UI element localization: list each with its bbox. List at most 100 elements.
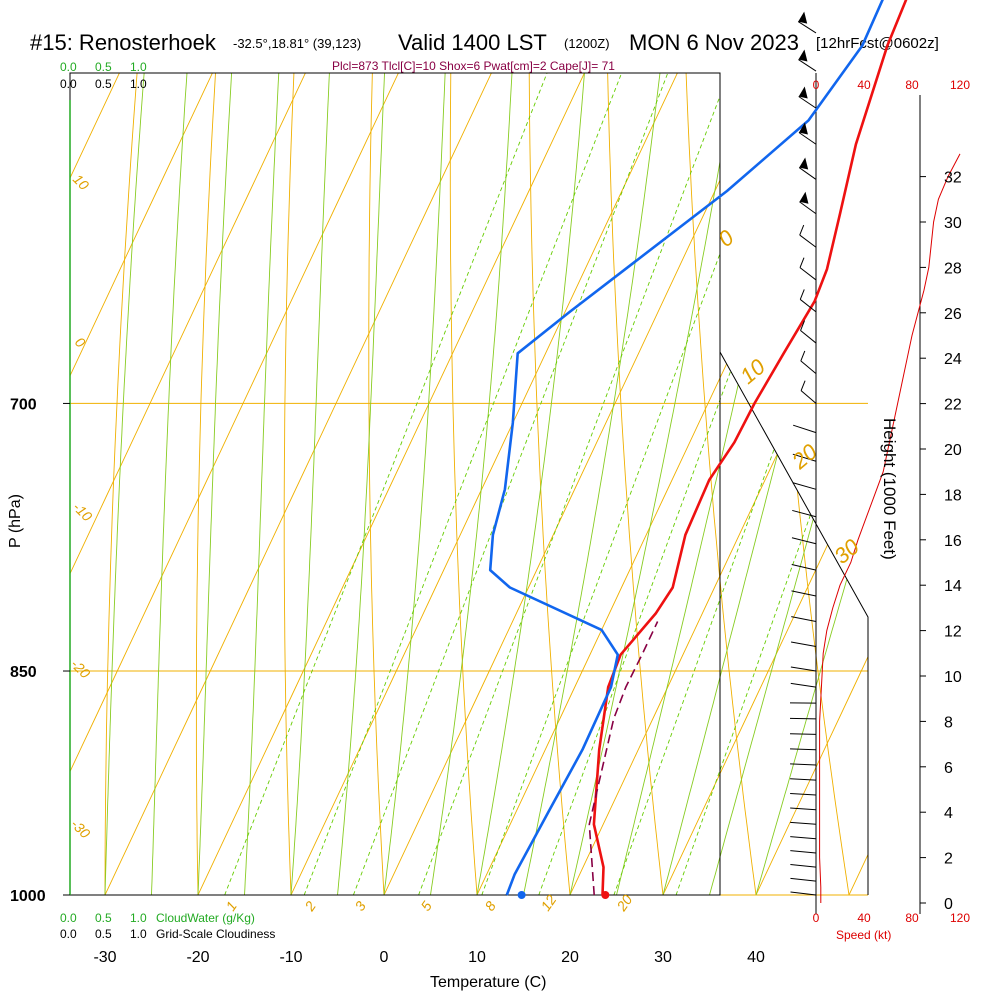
cloudiness-tick-top: 1.0 — [130, 77, 147, 91]
wind-barb-staff — [799, 267, 817, 281]
isotherm-line — [70, 73, 353, 895]
height-tick-label: 18 — [944, 487, 962, 504]
dry-adiabat-line — [604, 73, 672, 895]
height-tick-label: 14 — [944, 578, 962, 595]
wind-barb — [790, 864, 817, 868]
wind-barb-pennant — [799, 157, 809, 170]
wind-barb-staff — [790, 850, 817, 854]
wind-barb-feather — [800, 350, 806, 362]
dry-adiabat-line — [886, 0, 1000, 962]
wind-barb — [799, 224, 817, 248]
isotherm-line — [70, 73, 167, 895]
mixing-ratio-line — [418, 73, 868, 895]
wind-barb — [798, 49, 817, 72]
x-tick-label: -10 — [279, 949, 302, 966]
pressure-tick-label: 1000 — [10, 888, 46, 905]
wind-barb-feather — [799, 289, 805, 300]
height-tick-label: 4 — [944, 805, 953, 822]
height-tick-label: 22 — [944, 397, 962, 414]
isotherm-line — [662, 73, 868, 895]
height-tick-label: 32 — [944, 170, 962, 187]
isotherm-line — [70, 73, 74, 895]
moist-adiabat-line — [197, 73, 350, 895]
x-axis-title: Temperature (C) — [430, 974, 546, 991]
wind-barb — [791, 564, 817, 571]
wind-barb — [799, 257, 817, 281]
wind-barb — [790, 733, 817, 735]
skewt-background — [70, 0, 1000, 962]
wind-barb — [790, 792, 817, 796]
moist-adiabat-line — [523, 73, 742, 895]
pressure-tick-label: 850 — [10, 664, 37, 681]
cloudwater-tick-top: 0.5 — [95, 60, 112, 74]
cloudwater-tick-bottom: 0.5 — [95, 911, 112, 925]
wind-barb-staff — [791, 590, 817, 597]
speed-tick-label-bottom: 40 — [857, 911, 871, 925]
wind-barb — [797, 11, 817, 34]
moist-adiabat-line — [430, 73, 585, 895]
wind-barb — [790, 641, 817, 647]
speed-tick-label-bottom: 80 — [905, 911, 919, 925]
wind-barb — [792, 424, 817, 434]
cloudwater-tick-top: 0.0 — [60, 60, 77, 74]
surface-temperature-point — [601, 891, 610, 899]
parcel-line — [588, 621, 659, 896]
surface-dewpoint-point — [517, 891, 526, 899]
height-tick-label: 0 — [944, 896, 953, 913]
cloudwater-tick-bottom: 1.0 — [130, 911, 147, 925]
wind-barb — [790, 891, 817, 896]
cloudiness-tick-top: 0.0 — [60, 77, 77, 91]
dry-adiabat-line — [528, 73, 582, 895]
station-coords: -32.5°,18.81° (39,123) — [233, 36, 361, 51]
wind-barb-staff — [790, 733, 817, 735]
isotherm-line — [755, 73, 868, 895]
height-tick-label: 26 — [944, 306, 962, 323]
cloudwater-tick-top: 1.0 — [130, 60, 147, 74]
mixing-ratio-line — [613, 73, 868, 895]
x-tick-label: 40 — [747, 949, 765, 966]
mixing-ratio-label: 3 — [351, 898, 369, 914]
mixing-ratio-label: 5 — [417, 898, 435, 914]
x-tick-label: -20 — [186, 949, 209, 966]
x-tick-label: -30 — [93, 949, 116, 966]
mixing-ratio-line — [224, 73, 722, 895]
wind-barb — [790, 877, 817, 882]
wind-barb — [790, 850, 817, 854]
cloudwater-tick-bottom: 0.0 — [60, 911, 77, 925]
mixing-ratio-label: 20 — [613, 892, 636, 915]
valid-time: Valid 1400 LST — [398, 30, 547, 55]
isotherm-line — [104, 73, 868, 895]
moist-adiabat-line — [290, 73, 429, 895]
wind-barb-staff — [790, 891, 817, 896]
mixing-ratio-line — [538, 73, 868, 895]
forecast-info: [12hrFcst@0602z] — [816, 35, 939, 52]
dewpoint-line — [488, 0, 884, 896]
moist-adiabat-line — [569, 73, 848, 895]
wind-barb — [798, 86, 817, 109]
wind-barb — [790, 836, 817, 840]
wind-barb — [799, 289, 817, 313]
speed-tick-label-top: 120 — [950, 78, 970, 92]
wind-barb-staff — [799, 234, 817, 248]
wind-barb-staff — [798, 59, 817, 72]
dry-adiabat-label: 0 — [72, 334, 89, 351]
mixing-ratio-line — [352, 73, 839, 895]
wind-barb-staff — [790, 877, 817, 882]
dry-adiabat-label: -20 — [68, 656, 94, 682]
wind-barb-staff — [790, 778, 817, 781]
height-tick-label: 28 — [944, 260, 962, 277]
dry-adiabat-line — [368, 73, 459, 895]
mixing-ratio-line — [303, 73, 795, 895]
station-title: #15: Renosterhoek — [30, 30, 217, 55]
isotherm-line — [848, 73, 868, 895]
wind-barb — [790, 748, 817, 751]
wind-barb-staff — [792, 453, 817, 462]
cloudiness-tick-bottom: 0.0 — [60, 927, 77, 941]
speed-tick-label-top: 80 — [905, 78, 919, 92]
height-tick-label: 6 — [944, 760, 953, 777]
wind-barb — [790, 778, 817, 781]
moist-adiabat-line — [104, 73, 281, 895]
dry-adiabat-line — [195, 73, 335, 895]
wind-barb-staff — [790, 807, 817, 811]
